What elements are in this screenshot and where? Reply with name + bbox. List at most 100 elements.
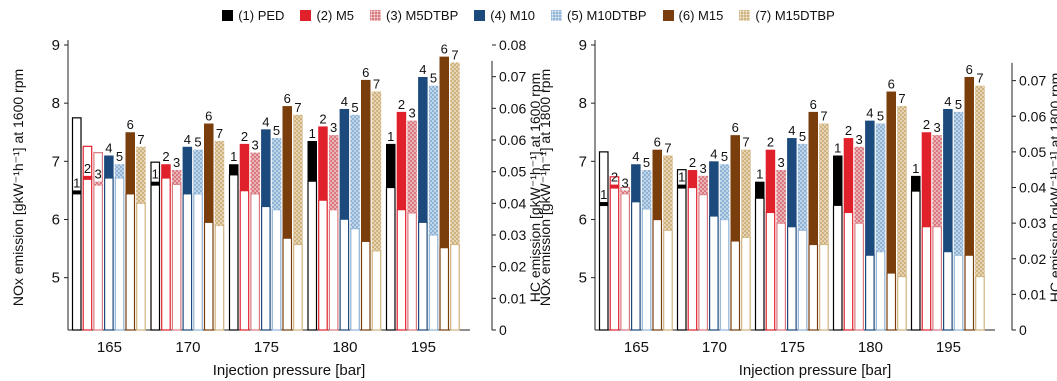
nox-bar-pattern <box>719 164 730 220</box>
bar-number-label: 4 <box>262 114 269 129</box>
nox-bar-pattern <box>819 123 829 245</box>
bar-number-label: 4 <box>710 146 717 161</box>
left-tick-label: 7 <box>52 153 60 170</box>
nox-bar-pattern <box>214 140 225 226</box>
bar-number-label: 5 <box>643 155 650 170</box>
hc-bar <box>864 254 875 331</box>
left-tick-label: 5 <box>52 270 60 287</box>
hc-bar <box>754 197 765 331</box>
hc-bar <box>396 209 407 331</box>
bar-number-label: 7 <box>898 91 905 106</box>
right-tick-label: 0.04 <box>499 195 526 211</box>
x-tick-label: 170 <box>702 339 727 356</box>
right-tick-label: 0.01 <box>499 290 526 306</box>
nox-bar <box>439 56 449 248</box>
nox-bar-pattern <box>428 85 439 235</box>
nox-bar <box>631 164 641 202</box>
hc-bar <box>730 240 741 331</box>
right-tick-label: 0 <box>499 322 507 338</box>
left-axis-title: NOx emission [gkW⁻¹h⁻¹] at 1800 rpm <box>537 69 553 306</box>
nox-bar <box>787 138 797 227</box>
bar-number-label: 5 <box>430 71 437 86</box>
right-tick-label: 0.04 <box>1019 180 1046 196</box>
bar-number-label: 3 <box>856 132 863 147</box>
nox-bar <box>161 164 171 178</box>
bar-number-label: 7 <box>451 47 458 62</box>
nox-bar-pattern <box>171 170 182 185</box>
hc-bar <box>854 222 865 331</box>
nox-bar <box>833 155 843 206</box>
bar-number-label: 4 <box>184 132 191 147</box>
x-tick-label: 175 <box>254 339 279 356</box>
right-tick-label: 0.02 <box>499 259 526 275</box>
bar-number-label: 3 <box>622 175 629 190</box>
legend-label: (4) M10 <box>490 7 536 23</box>
nox-bar <box>886 91 896 273</box>
hc-bar <box>203 221 214 331</box>
right-tick-label: 0.01 <box>1019 286 1046 302</box>
right-tick-label: 0.06 <box>1019 108 1046 124</box>
nox-bar <box>386 143 396 188</box>
bar-number-label: 5 <box>273 123 280 138</box>
nox-bar-pattern <box>271 138 282 210</box>
hc-bar <box>942 251 953 331</box>
nox-bar-pattern <box>114 164 125 178</box>
nox-bar <box>730 135 740 241</box>
nox-bar <box>418 76 428 223</box>
legend-swatch <box>300 9 312 21</box>
bar-number-label: 2 <box>162 149 169 164</box>
nox-bar <box>318 126 328 201</box>
bar-number-label: 6 <box>732 120 739 135</box>
left-tick-label: 5 <box>579 270 587 287</box>
bar-number-label: 7 <box>373 77 380 92</box>
bar-number-label: 1 <box>73 175 80 190</box>
hc-bar <box>407 212 417 331</box>
bar-number-label: 6 <box>966 62 973 77</box>
nox-bar <box>865 120 875 256</box>
nox-bar <box>150 181 160 186</box>
hc-bar <box>719 218 730 331</box>
hc-bar <box>765 211 776 331</box>
bar-number-label: 2 <box>84 161 91 176</box>
hc-bar <box>371 250 382 331</box>
nox-bar <box>361 79 371 242</box>
nox-bar-pattern <box>250 152 260 194</box>
nox-bar <box>765 149 776 213</box>
nox-bar-pattern <box>776 170 786 224</box>
hc-bar <box>932 226 943 331</box>
bar-number-label: 1 <box>309 126 316 141</box>
hc-bar <box>609 176 620 331</box>
bar-number-label: 6 <box>441 42 448 57</box>
hc-bar <box>776 222 787 331</box>
right-tick-label: 0.07 <box>1019 73 1046 89</box>
right-tick-label: 0.03 <box>499 227 526 243</box>
nox-bar-pattern <box>663 155 673 231</box>
nox-bar <box>261 129 271 207</box>
hc-bar <box>328 209 339 331</box>
hc-bar <box>271 209 282 331</box>
legend-label: (2) M5 <box>316 7 355 23</box>
bar-number-label: 3 <box>934 120 941 135</box>
bar-number-label: 6 <box>888 77 895 92</box>
hc-bar <box>975 275 985 331</box>
bar-number-label: 7 <box>294 100 301 115</box>
legend-swatch <box>222 9 234 21</box>
nox-bar-pattern <box>293 114 303 245</box>
nox-bar <box>709 161 719 216</box>
bar-number-label: 5 <box>955 97 962 112</box>
bar-number-label: 7 <box>137 132 144 147</box>
nox-bar <box>677 184 687 189</box>
bar-number-label: 6 <box>810 97 817 112</box>
bar-number-label: 2 <box>611 170 618 185</box>
nox-bar-pattern <box>193 149 203 194</box>
bar-number-label: 7 <box>820 109 827 124</box>
bar-number-label: 5 <box>799 129 806 144</box>
bar-number-label: 5 <box>351 100 358 115</box>
right-tick-label: 0.06 <box>499 100 526 116</box>
bar-number-label: 7 <box>664 141 671 156</box>
hc-bar <box>136 202 146 331</box>
legend-item: (1) PED <box>222 8 284 23</box>
bar-number-label: 2 <box>845 123 852 138</box>
nox-bar-pattern <box>741 149 751 238</box>
